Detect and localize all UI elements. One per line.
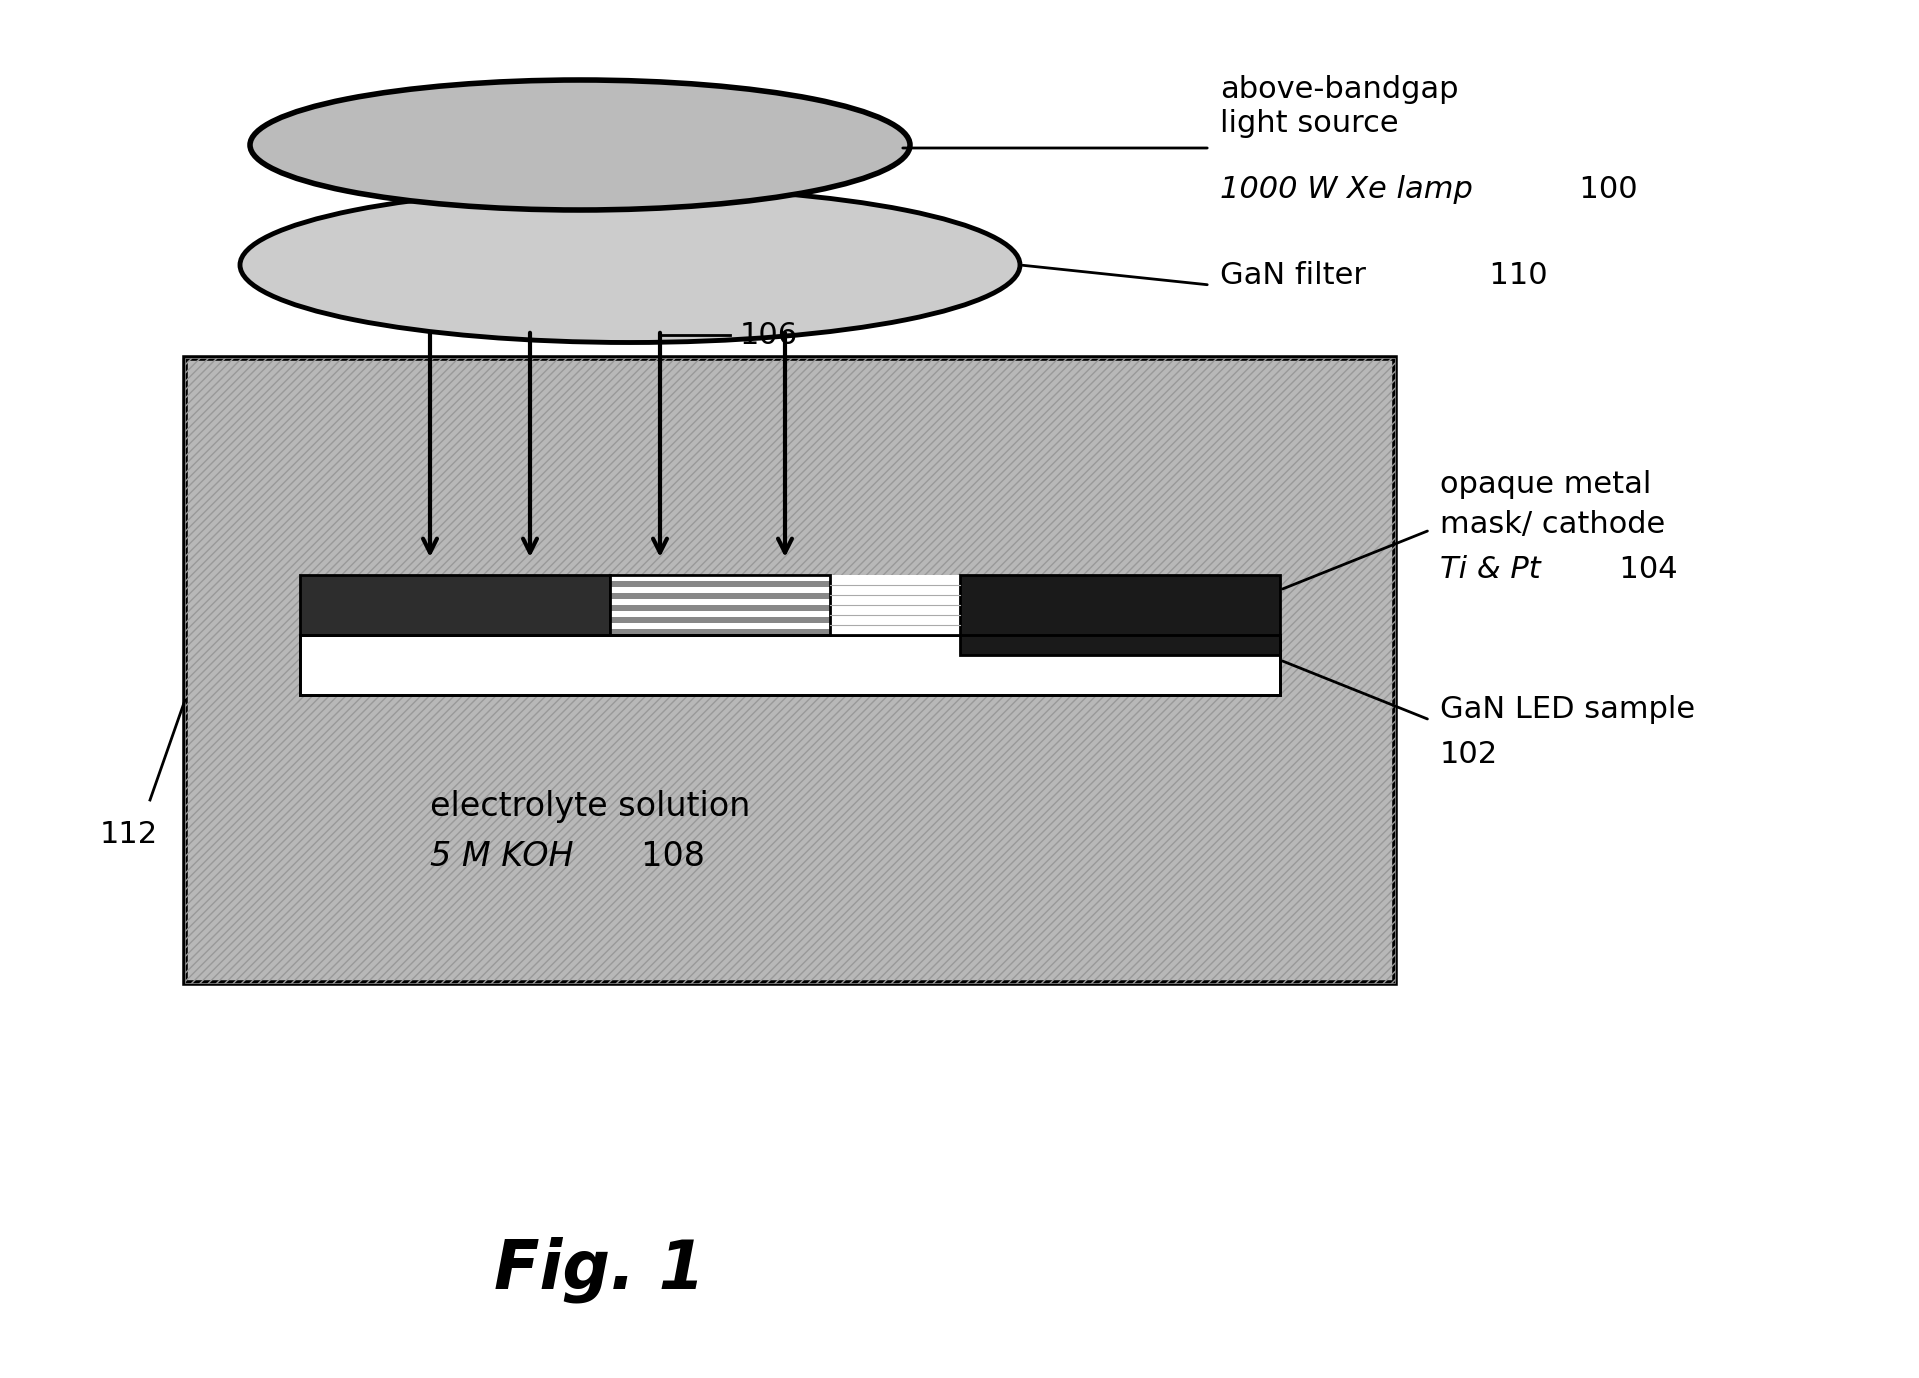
- Bar: [610, 605, 831, 610]
- Text: 110: 110: [1470, 260, 1547, 289]
- Bar: [831, 575, 960, 635]
- Bar: [299, 635, 1280, 695]
- Text: Fig. 1: Fig. 1: [495, 1236, 706, 1304]
- Text: 106: 106: [741, 321, 798, 350]
- Text: Ti & Pt: Ti & Pt: [1439, 555, 1541, 584]
- Bar: [184, 358, 1395, 983]
- Text: opaque metal: opaque metal: [1439, 470, 1652, 499]
- Bar: [960, 575, 1280, 655]
- Text: 100: 100: [1560, 175, 1637, 204]
- Text: 104: 104: [1600, 555, 1677, 584]
- Bar: [610, 575, 831, 582]
- Bar: [610, 593, 831, 599]
- Text: 1000 W Xe lamp: 1000 W Xe lamp: [1220, 175, 1474, 204]
- Text: GaN filter: GaN filter: [1220, 260, 1366, 289]
- Bar: [610, 575, 831, 635]
- Bar: [610, 582, 831, 587]
- Bar: [610, 623, 831, 628]
- Text: 108: 108: [620, 841, 704, 874]
- Ellipse shape: [240, 187, 1021, 343]
- Bar: [610, 587, 831, 593]
- Text: above-bandgap
light source: above-bandgap light source: [1220, 74, 1458, 138]
- Bar: [610, 617, 831, 623]
- Bar: [610, 628, 831, 635]
- Text: electrolyte solution: electrolyte solution: [430, 790, 750, 823]
- Text: 102: 102: [1439, 740, 1499, 769]
- Text: mask/ cathode: mask/ cathode: [1439, 510, 1666, 539]
- Text: 112: 112: [100, 820, 157, 849]
- Bar: [184, 358, 1395, 983]
- Bar: [299, 635, 1280, 695]
- Text: 5 M KOH: 5 M KOH: [430, 841, 574, 874]
- Bar: [610, 599, 831, 605]
- Text: GaN LED sample: GaN LED sample: [1439, 695, 1694, 723]
- Bar: [610, 610, 831, 617]
- Bar: [299, 575, 610, 635]
- Ellipse shape: [249, 80, 910, 209]
